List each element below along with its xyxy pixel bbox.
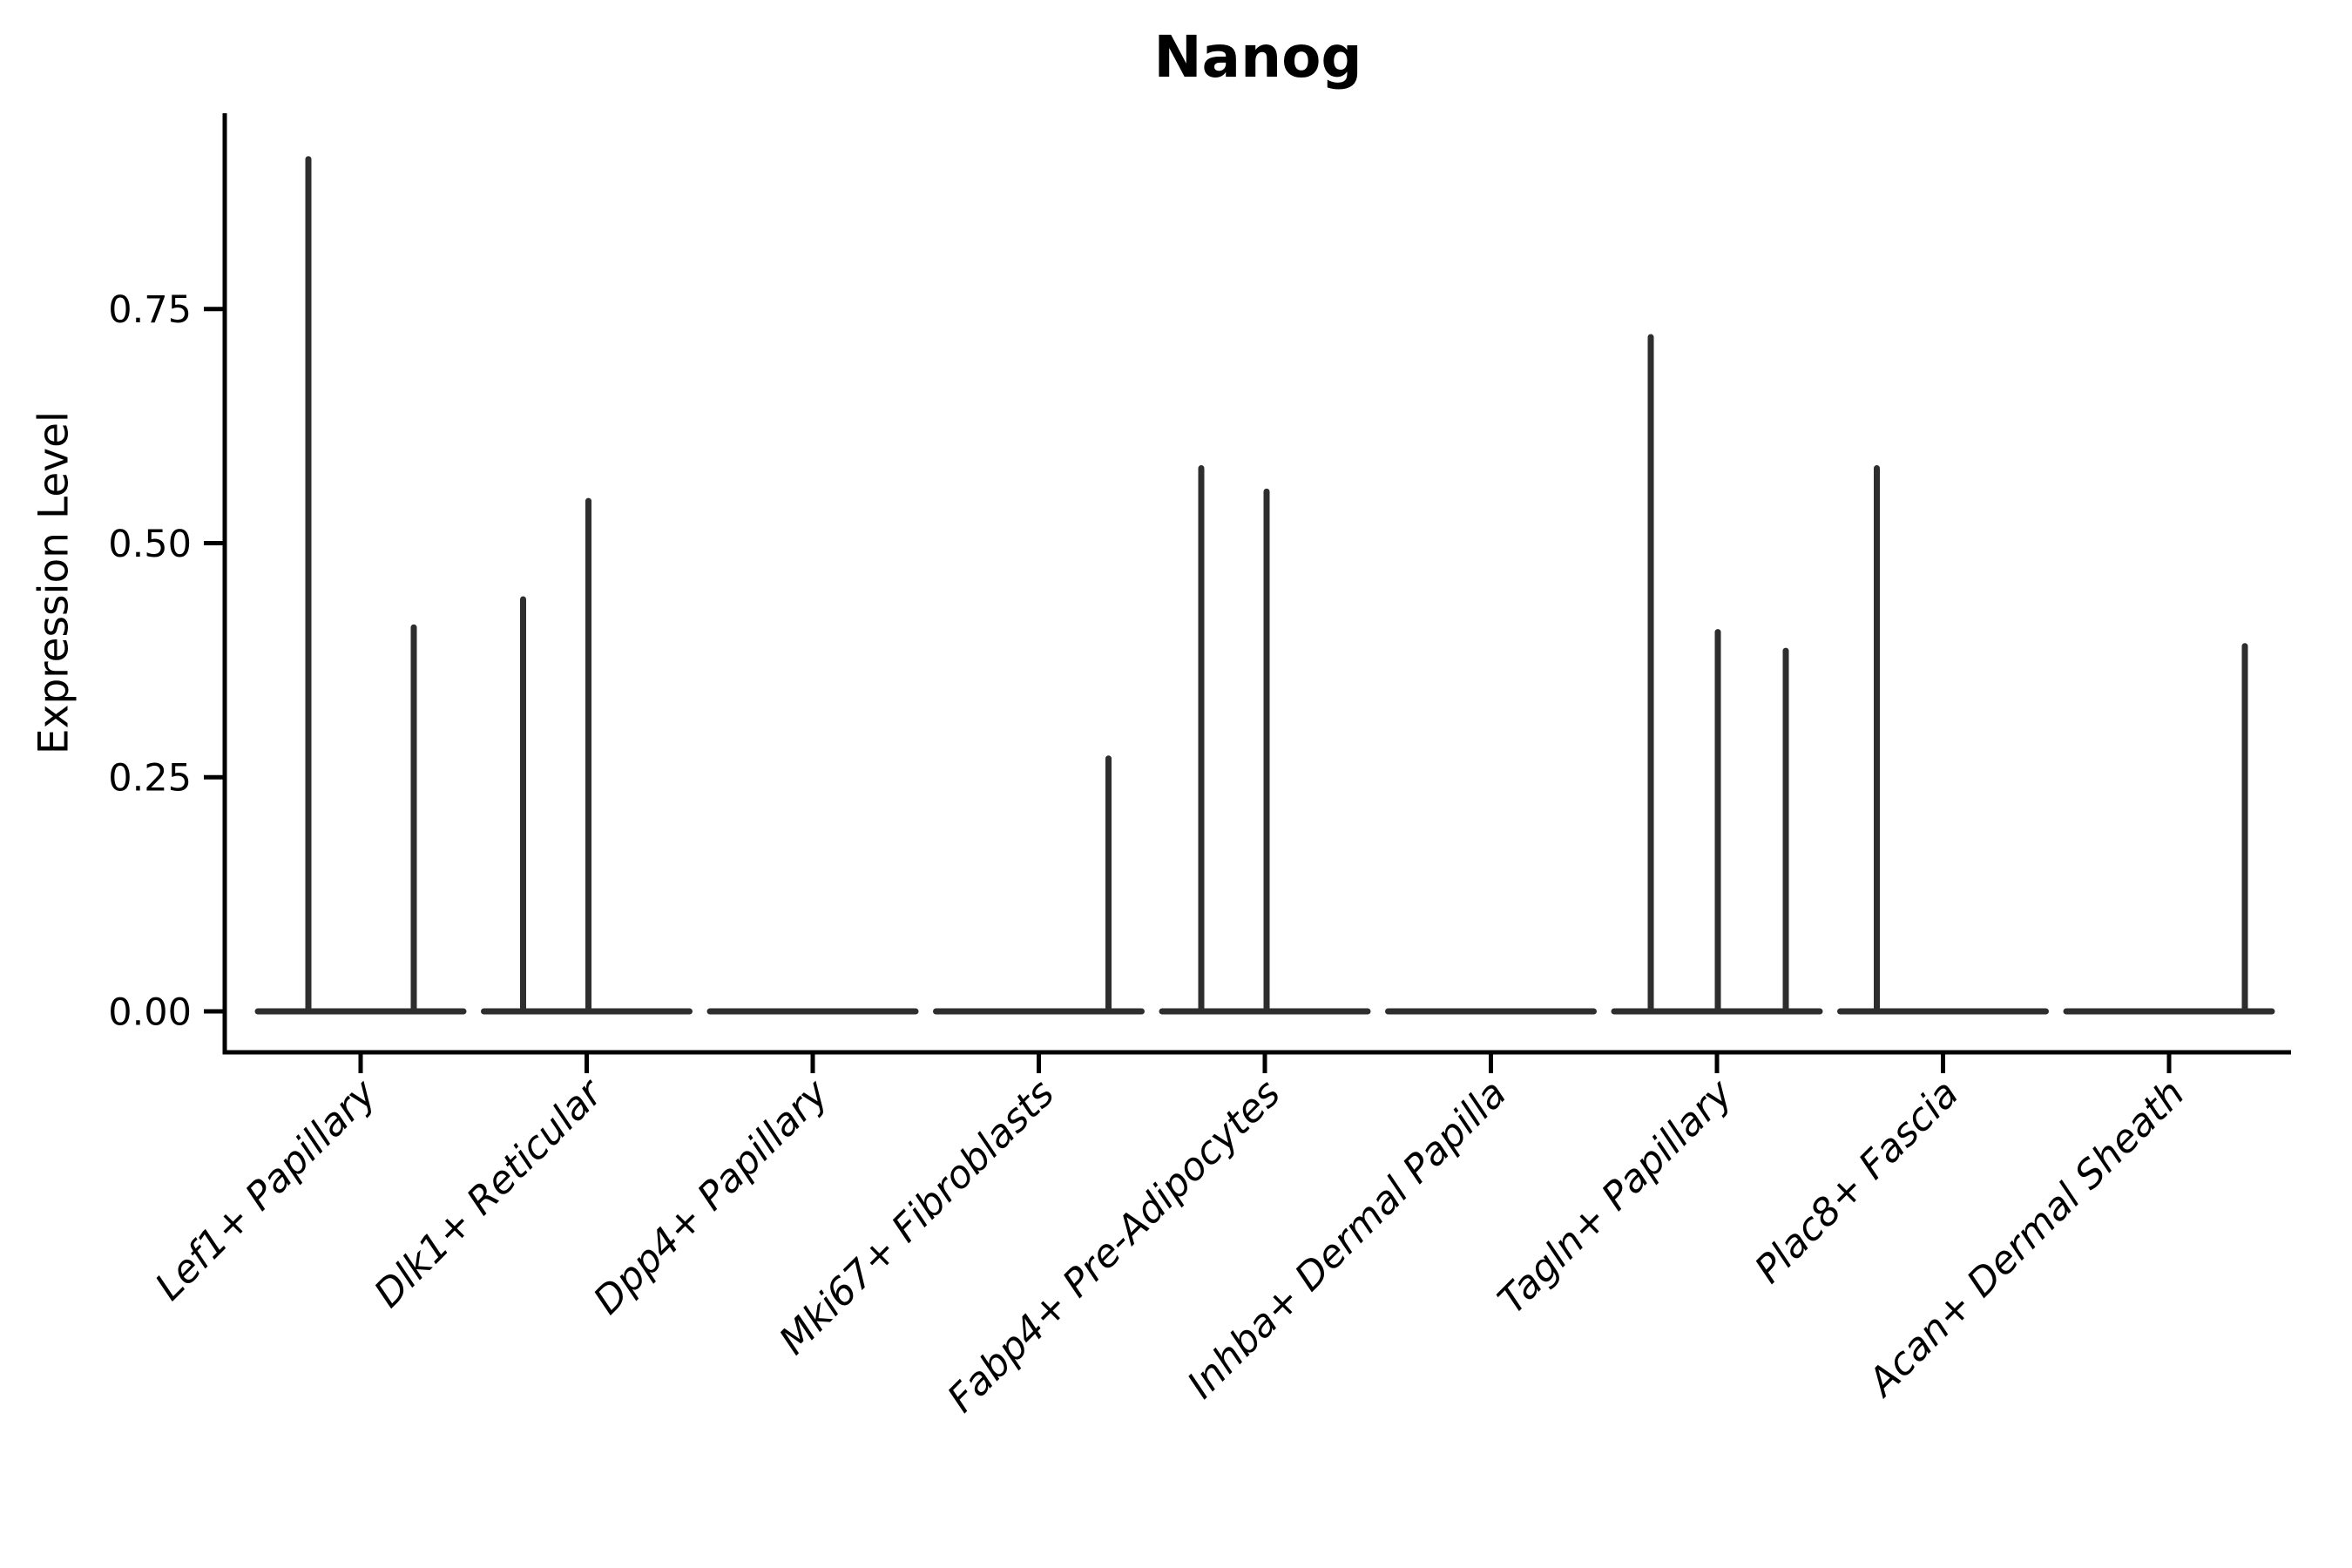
plot-title: Nanog — [1153, 24, 1362, 91]
x-tick-label: Dlk1+ Reticular — [366, 1070, 612, 1316]
y-tick-label: 0.00 — [108, 990, 192, 1034]
x-tick-label: Plac8+ Fascia — [1747, 1071, 1967, 1292]
x-tick-label: Dpp4+ Papillary — [585, 1071, 838, 1323]
y-tick-label: 0.75 — [108, 288, 192, 332]
y-tick-label: 0.50 — [108, 523, 192, 566]
x-tick-label: Tagln+ Papillary — [1490, 1071, 1741, 1322]
x-tick-label: Lef1+ Papillary — [147, 1071, 386, 1309]
y-tick-label: 0.25 — [108, 757, 192, 801]
